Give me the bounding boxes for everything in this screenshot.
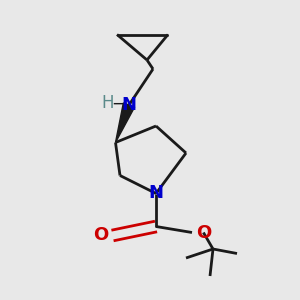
- Polygon shape: [116, 103, 135, 142]
- Text: O: O: [196, 224, 211, 242]
- Text: O: O: [93, 226, 108, 244]
- Text: N: N: [122, 96, 136, 114]
- Text: H: H: [102, 94, 114, 112]
- Text: −: −: [112, 94, 125, 112]
- Text: N: N: [148, 184, 164, 202]
